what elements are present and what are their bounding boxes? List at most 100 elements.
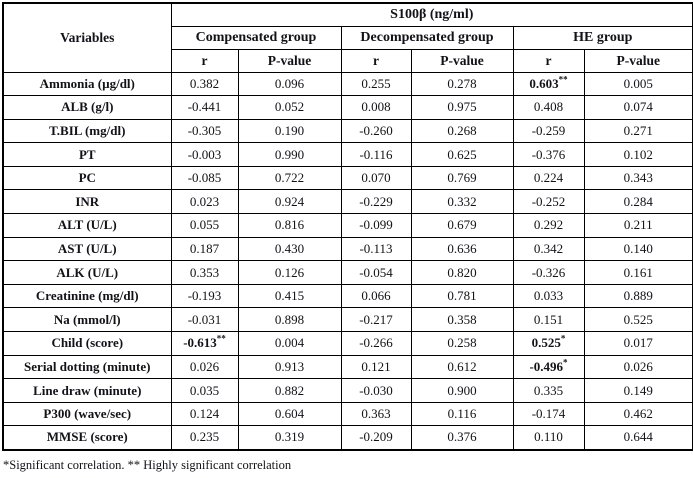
table-row: Na (mmol/l) -0.031 0.898 -0.217 0.358 0.151 0.… — [2, 307, 693, 333]
r-value-cell: -0.305 — [170, 118, 239, 144]
r-value-cell: -0.266 — [340, 331, 412, 356]
p-value-cell: 0.004 — [237, 331, 342, 356]
r-value-cell: -0.229 — [340, 189, 412, 215]
p-value-cell: 0.900 — [410, 378, 514, 403]
p-value-cell: 0.679 — [410, 213, 514, 238]
p-value-cell: 0.284 — [583, 189, 693, 215]
p-value-cell: 0.889 — [583, 283, 693, 309]
p-value-cell: 0.332 — [410, 189, 514, 215]
p-value-cell: 0.898 — [237, 307, 342, 333]
variable-label: MMSE (score) — [2, 425, 172, 450]
variable-label: PC — [2, 165, 172, 191]
variable-label: Child (score) — [2, 331, 172, 356]
subheader-r: r — [170, 48, 239, 73]
significance-marker: ** — [558, 74, 568, 85]
variable-label: Creatinine (mg/dl) — [2, 283, 172, 309]
p-value-cell: 0.074 — [583, 95, 693, 120]
p-value-cell: 0.126 — [237, 260, 342, 285]
r-value-cell: -0.326 — [512, 260, 585, 285]
p-value-cell: 0.820 — [410, 260, 514, 285]
table-row: Child (score) -0.613** 0.004 -0.266 0.258 0.5… — [2, 331, 693, 356]
r-value-cell: -0.031 — [170, 307, 239, 333]
r-value-cell: 0.235 — [170, 425, 239, 450]
p-value-cell: 0.102 — [583, 142, 693, 167]
r-value-cell: -0.441 — [170, 95, 239, 120]
p-value-cell: 0.005 — [583, 71, 693, 97]
subheader-r: r — [512, 48, 585, 73]
r-value-cell: 0.363 — [340, 401, 412, 427]
p-value-cell: 0.376 — [410, 425, 514, 450]
r-value-cell: 0.187 — [170, 236, 239, 262]
table-row: ALB (g/l) -0.441 0.052 0.008 0.975 0.408 0.074 — [2, 95, 693, 120]
table-row: PC -0.085 0.722 0.070 0.769 0.224 0.343 — [2, 165, 693, 191]
p-value-cell: 0.430 — [237, 236, 342, 262]
p-value-cell: 0.161 — [583, 260, 693, 285]
r-value-cell: 0.335 — [512, 378, 585, 403]
r-value-cell: 0.255 — [340, 71, 412, 97]
table-row: AST (U/L) 0.187 0.430 -0.113 0.636 0.342 0.140 — [2, 236, 693, 262]
r-value-cell: -0.113 — [340, 236, 412, 262]
r-value-cell: 0.033 — [512, 283, 585, 309]
significance-footnote: *Significant correlation. ** Highly sign… — [3, 457, 292, 472]
table-row: Creatinine (mg/dl) -0.193 0.415 0.066 0.781 0… — [2, 283, 693, 309]
r-value-cell: -0.174 — [512, 401, 585, 427]
table-row: P300 (wave/sec) 0.124 0.604 0.363 0.116 -0.17… — [2, 401, 693, 427]
p-value-cell: 0.913 — [237, 354, 342, 380]
p-value-cell: 0.990 — [237, 142, 342, 167]
table-row: MMSE (score) 0.235 0.319 -0.209 0.376 0.110 0.… — [2, 425, 693, 450]
table-row: ALK (U/L) 0.353 0.126 -0.054 0.820 -0.326 0.16… — [2, 260, 693, 285]
p-value-cell: 0.975 — [410, 95, 514, 120]
r-value-cell: -0.613** — [170, 331, 239, 356]
r-value-cell: -0.252 — [512, 189, 585, 215]
p-value-cell: 0.636 — [410, 236, 514, 262]
r-value-cell: 0.124 — [170, 401, 239, 427]
p-value-cell: 0.604 — [237, 401, 342, 427]
r-value-cell: -0.054 — [340, 260, 412, 285]
p-value-cell: 0.319 — [237, 425, 342, 450]
p-value-cell: 0.415 — [237, 283, 342, 309]
r-value-cell: 0.525* — [512, 331, 585, 356]
subheader-p-value: P-value — [410, 48, 514, 73]
r-value-cell: 0.008 — [340, 95, 412, 120]
table-row: Ammonia (µg/dl) 0.382 0.096 0.255 0.278 0.603… — [2, 71, 693, 97]
r-value-cell: 0.292 — [512, 213, 585, 238]
r-value-cell: -0.085 — [170, 165, 239, 191]
p-value-cell: 0.612 — [410, 354, 514, 380]
r-value-cell: -0.209 — [340, 425, 412, 450]
table-row: Line draw (minute) 0.035 0.882 -0.030 0.900 0… — [2, 378, 693, 403]
p-value-cell: 0.882 — [237, 378, 342, 403]
variable-label: P300 (wave/sec) — [2, 401, 172, 427]
r-value-cell: 0.066 — [340, 283, 412, 309]
r-value-cell: 0.055 — [170, 213, 239, 238]
table-row: Serial dotting (minute) 0.026 0.913 0.121 0.… — [2, 354, 693, 380]
subheader-p-value: P-value — [237, 48, 342, 73]
variable-label: ALB (g/l) — [2, 95, 172, 120]
p-value-cell: 0.211 — [583, 213, 693, 238]
variable-label: Ammonia (µg/dl) — [2, 71, 172, 97]
table-row: T.BIL (mg/dl) -0.305 0.190 -0.260 0.268 -0.25… — [2, 118, 693, 144]
r-value-cell: 0.353 — [170, 260, 239, 285]
variable-label: INR — [2, 189, 172, 215]
p-value-cell: 0.140 — [583, 236, 693, 262]
subheader-r: r — [340, 48, 412, 73]
p-value-cell: 0.644 — [583, 425, 693, 450]
p-value-cell: 0.816 — [237, 213, 342, 238]
r-value-cell: -0.376 — [512, 142, 585, 167]
p-value-cell: 0.924 — [237, 189, 342, 215]
r-value-cell: -0.260 — [340, 118, 412, 144]
variable-label: ALT (U/L) — [2, 213, 172, 238]
table-body: Ammonia (µg/dl) 0.382 0.096 0.255 0.278 0.603… — [2, 71, 693, 450]
variable-label: Serial dotting (minute) — [2, 354, 172, 380]
r-value-cell: 0.110 — [512, 425, 585, 450]
r-value-cell: -0.217 — [340, 307, 412, 333]
subheader-row: r P-value r P-value r P-value — [3, 48, 693, 73]
p-value-cell: 0.052 — [237, 95, 342, 120]
r-value-cell: -0.193 — [170, 283, 239, 309]
subheader-p-value: P-value — [583, 48, 693, 73]
p-value-cell: 0.149 — [583, 378, 693, 403]
r-value-cell: 0.026 — [170, 354, 239, 380]
significance-marker: * — [560, 334, 566, 344]
variable-label: Line draw (minute) — [2, 378, 172, 403]
r-value-cell: 0.035 — [170, 378, 239, 403]
